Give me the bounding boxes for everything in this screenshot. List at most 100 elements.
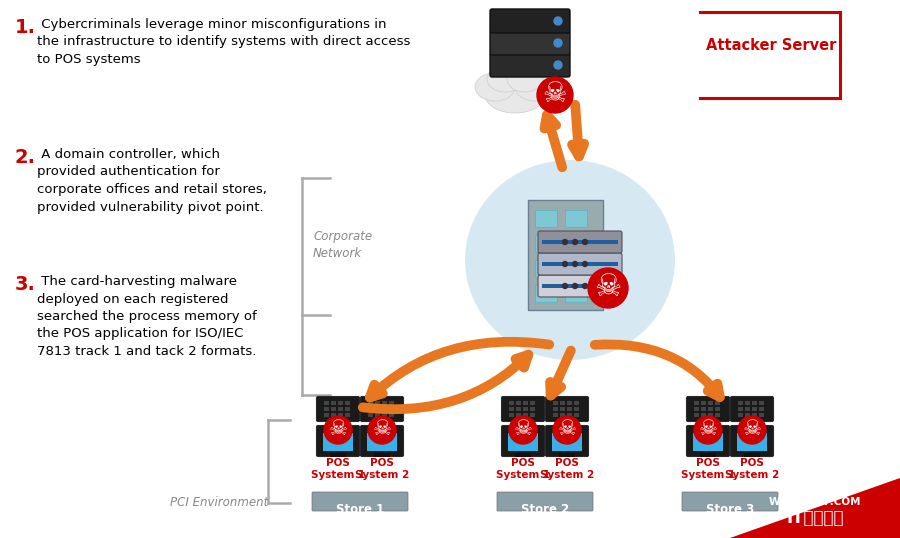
FancyBboxPatch shape	[687, 426, 730, 457]
Bar	[745, 401, 750, 405]
FancyBboxPatch shape	[545, 426, 589, 457]
FancyBboxPatch shape	[538, 231, 622, 253]
Bar	[745, 407, 750, 411]
Circle shape	[554, 61, 562, 69]
Bar	[708, 413, 713, 417]
Bar	[737, 433, 767, 451]
Bar	[535, 210, 556, 227]
Text: ☠: ☠	[513, 419, 533, 439]
Circle shape	[324, 416, 352, 444]
FancyBboxPatch shape	[361, 397, 403, 421]
Bar	[331, 401, 336, 405]
Bar	[749, 420, 755, 427]
Bar	[324, 401, 329, 405]
Bar	[694, 401, 699, 405]
Text: POS
System 1: POS System 1	[310, 458, 365, 480]
FancyBboxPatch shape	[501, 426, 544, 457]
Text: Store 2: Store 2	[521, 503, 569, 516]
Bar	[382, 407, 387, 411]
Bar	[323, 433, 353, 451]
Text: POS
System 2: POS System 2	[355, 458, 410, 480]
Text: 3.: 3.	[15, 275, 36, 294]
FancyBboxPatch shape	[538, 253, 622, 275]
Text: POS
System 2: POS System 2	[724, 458, 779, 480]
Circle shape	[553, 416, 581, 444]
Bar	[752, 407, 757, 411]
Bar	[520, 420, 526, 427]
Bar	[542, 262, 618, 266]
Circle shape	[572, 261, 578, 266]
Circle shape	[554, 39, 562, 47]
Bar	[324, 407, 329, 411]
Bar	[574, 401, 579, 405]
Circle shape	[694, 416, 722, 444]
FancyBboxPatch shape	[682, 492, 778, 511]
Bar	[701, 413, 706, 417]
Bar	[508, 433, 538, 451]
Ellipse shape	[515, 73, 555, 101]
FancyBboxPatch shape	[490, 9, 570, 33]
Bar	[331, 407, 336, 411]
Bar	[523, 413, 528, 417]
Bar	[368, 401, 373, 405]
Text: ☠: ☠	[594, 273, 622, 301]
Text: Store 1: Store 1	[336, 503, 384, 516]
Bar	[527, 200, 602, 310]
Text: POS
System 2: POS System 2	[540, 458, 594, 480]
Ellipse shape	[465, 160, 675, 360]
Bar	[701, 407, 706, 411]
Circle shape	[582, 284, 588, 288]
Bar	[530, 401, 535, 405]
Text: ☠: ☠	[557, 419, 577, 439]
Bar	[515, 453, 531, 457]
Bar	[567, 407, 572, 411]
Bar	[542, 240, 618, 244]
Bar	[708, 407, 713, 411]
Bar	[345, 401, 350, 405]
Bar	[560, 407, 565, 411]
Bar	[553, 413, 558, 417]
Bar	[535, 260, 556, 277]
Bar	[715, 401, 720, 405]
Bar	[535, 285, 556, 302]
Bar	[516, 407, 521, 411]
FancyBboxPatch shape	[317, 426, 359, 457]
Bar	[530, 413, 535, 417]
Circle shape	[509, 416, 537, 444]
Bar	[560, 401, 565, 405]
Bar	[752, 413, 757, 417]
Ellipse shape	[507, 66, 543, 92]
Bar	[375, 401, 380, 405]
Text: Corporate
Network: Corporate Network	[313, 230, 372, 260]
Bar	[530, 407, 535, 411]
Text: The card-harvesting malware
deployed on each registered
searched the process mem: The card-harvesting malware deployed on …	[37, 275, 256, 358]
FancyBboxPatch shape	[317, 397, 359, 421]
Bar	[516, 401, 521, 405]
Text: ☠: ☠	[373, 419, 392, 439]
Bar	[382, 401, 387, 405]
Circle shape	[582, 239, 588, 244]
Bar	[744, 453, 760, 457]
Bar	[759, 407, 764, 411]
Bar	[564, 235, 587, 252]
Bar	[738, 401, 743, 405]
Text: Cybercriminals leverage minor misconfigurations in
the infrastructure to identif: Cybercriminals leverage minor misconfigu…	[37, 18, 410, 66]
Bar	[368, 407, 373, 411]
Circle shape	[368, 416, 396, 444]
Ellipse shape	[475, 73, 515, 101]
Text: A domain controller, which
provided authentication for
corporate offices and ret: A domain controller, which provided auth…	[37, 148, 267, 214]
FancyBboxPatch shape	[497, 492, 593, 511]
Bar	[564, 210, 587, 227]
Bar	[324, 413, 329, 417]
Bar	[560, 413, 565, 417]
Ellipse shape	[487, 66, 523, 92]
Bar	[559, 453, 575, 457]
Text: ☠: ☠	[328, 419, 347, 439]
Bar	[331, 413, 336, 417]
Bar	[567, 401, 572, 405]
Bar	[379, 420, 385, 427]
Bar	[553, 407, 558, 411]
FancyBboxPatch shape	[538, 275, 622, 297]
Bar	[738, 413, 743, 417]
Bar	[335, 420, 341, 427]
